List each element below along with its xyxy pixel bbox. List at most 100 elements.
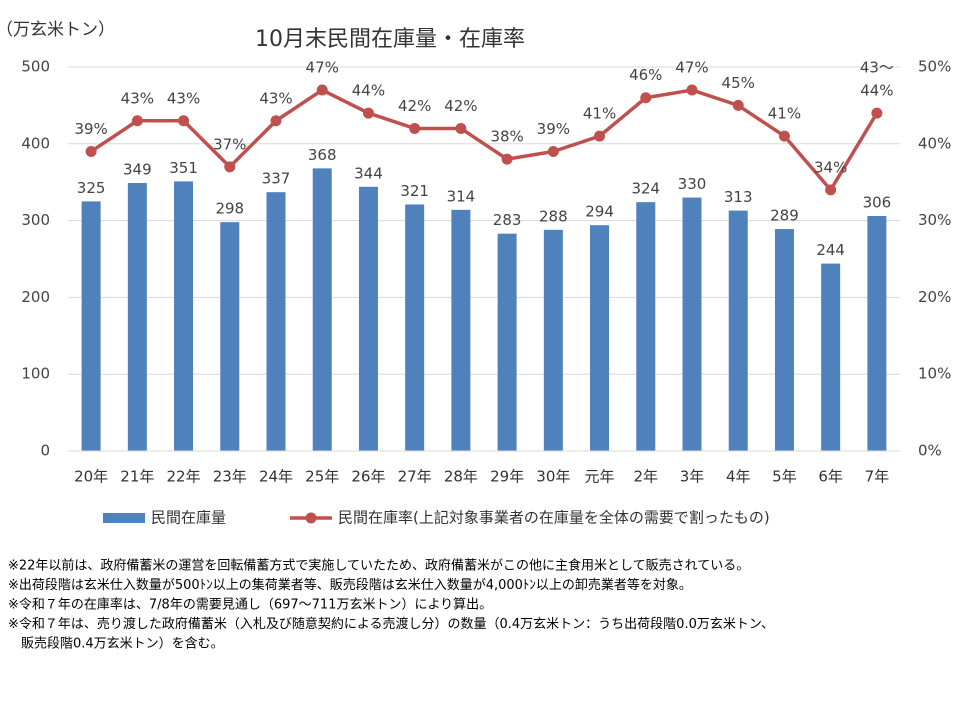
bar: [682, 197, 702, 451]
line-marker: [686, 84, 698, 96]
bar-value-label: 283: [493, 211, 522, 229]
y2-tick-label: 20%: [918, 288, 951, 306]
line-marker: [131, 115, 143, 127]
bar: [127, 182, 147, 451]
x-tick-label: 26年: [351, 468, 385, 486]
line-value-label: 42%: [398, 97, 431, 115]
bar-value-label: 349: [123, 160, 152, 178]
bar: [497, 233, 517, 451]
y-tick-label: 500: [21, 58, 50, 76]
x-tick-label: 7年: [865, 468, 890, 486]
note: ※22年以前は、政府備蓄米の運営を回転備蓄方式で実施していたため、政府備蓄米がこ…: [8, 558, 749, 574]
y-tick-label: 400: [21, 134, 50, 152]
bar-value-label: 321: [400, 182, 429, 200]
y-tick-label: 100: [21, 365, 50, 383]
legend-swatch: [305, 512, 317, 524]
y2-tick-label: 30%: [918, 211, 951, 229]
line-marker: [85, 145, 97, 157]
line-value-label: 34%: [814, 158, 847, 176]
x-tick-label: 28年: [444, 468, 478, 486]
y2-tick-label: 40%: [918, 134, 951, 152]
line-marker: [640, 92, 652, 104]
bar: [81, 201, 101, 451]
note: ※令和７年は、売り渡した政府備蓄米（入札及び随意契約による売渡し分）の数量（0.…: [8, 616, 774, 632]
bar: [867, 215, 887, 451]
x-tick-label: 3年: [680, 468, 705, 486]
x-tick-label: 27年: [398, 468, 432, 486]
bar: [266, 192, 286, 451]
line-value-label: 41%: [583, 105, 616, 123]
y-tick-label: 0: [40, 442, 50, 460]
x-tick-label: 22年: [167, 468, 201, 486]
y2-tick-label: 0%: [918, 442, 942, 460]
line-value-label: 37%: [213, 135, 246, 153]
x-tick-label: 4年: [726, 468, 751, 486]
annotation: 43～: [860, 59, 894, 77]
line-value-label: 43%: [121, 89, 154, 107]
bar: [312, 168, 332, 451]
y-tick-label: 200: [21, 288, 50, 306]
line-value-label: 47%: [306, 59, 339, 77]
x-tick-label: 2年: [634, 468, 659, 486]
x-tick-label: 24年: [259, 468, 293, 486]
bar: [821, 263, 841, 451]
note: ※令和７年の在庫率は、7/8年の需要見通し（697～711万玄米トン）により算出…: [8, 597, 492, 613]
bar-value-label: 351: [169, 159, 198, 177]
y2-tick-label: 50%: [918, 58, 951, 76]
bar: [728, 210, 748, 451]
bar-value-label: 337: [262, 170, 291, 188]
line-marker: [778, 130, 790, 142]
legend-label: 民間在庫率(上記対象事業者の在庫量を全体の需要で割ったもの): [338, 509, 770, 527]
bar: [543, 229, 563, 451]
line-marker: [270, 115, 282, 127]
bar-value-label: 298: [215, 200, 244, 218]
line-value-label: 43%: [167, 89, 200, 107]
line-value-label: 43%: [259, 89, 292, 107]
x-tick-label: 6年: [818, 468, 843, 486]
x-tick-label: 29年: [490, 468, 524, 486]
y-unit-label: （万玄米トン）: [0, 20, 115, 40]
bar: [451, 209, 471, 451]
line-marker: [501, 153, 513, 165]
bar: [174, 181, 194, 451]
bar-value-label: 330: [678, 175, 707, 193]
bar-value-label: 313: [724, 188, 753, 206]
y-tick-label: 300: [21, 211, 50, 229]
line-marker: [178, 115, 190, 127]
line-value-label: 44%: [860, 82, 893, 100]
x-tick-label: 30年: [536, 468, 570, 486]
bar: [636, 202, 656, 451]
note: ※出荷段階は玄米仕入数量が500ﾄﾝ以上の集荷業者等、販売段階は玄米仕入数量が4…: [8, 577, 692, 593]
line-marker: [547, 145, 559, 157]
line-value-label: 41%: [768, 105, 801, 123]
bar: [405, 204, 425, 451]
bar: [220, 222, 240, 451]
line-value-label: 45%: [722, 74, 755, 92]
bar-value-label: 324: [631, 180, 660, 198]
bar: [590, 225, 610, 451]
line-marker: [594, 130, 606, 142]
x-tick-label: 元年: [585, 468, 615, 486]
line-value-label: 42%: [444, 97, 477, 115]
chart-title: 10月末民間在庫量・在庫率: [255, 27, 525, 52]
x-tick-label: 23年: [213, 468, 247, 486]
legend-label: 民間在庫量: [151, 509, 226, 527]
line-marker: [316, 84, 328, 96]
bar-value-label: 314: [447, 187, 476, 205]
line-marker: [362, 107, 374, 119]
bar-value-label: 288: [539, 207, 568, 225]
line-marker: [409, 122, 421, 134]
line: [90, 88, 879, 192]
line-marker: [825, 184, 837, 196]
x-tick-label: 21年: [120, 468, 154, 486]
legend-swatch: [103, 513, 145, 523]
bar-value-label: 294: [585, 203, 614, 221]
x-tick-label: 20年: [74, 468, 108, 486]
bar-value-label: 289: [770, 207, 799, 225]
y2-tick-label: 10%: [918, 365, 951, 383]
line-value-label: 44%: [352, 82, 385, 100]
bar-value-label: 306: [863, 193, 892, 211]
bar-value-label: 368: [308, 146, 337, 164]
bar-value-label: 325: [77, 179, 106, 197]
bar-value-label: 244: [816, 241, 845, 259]
